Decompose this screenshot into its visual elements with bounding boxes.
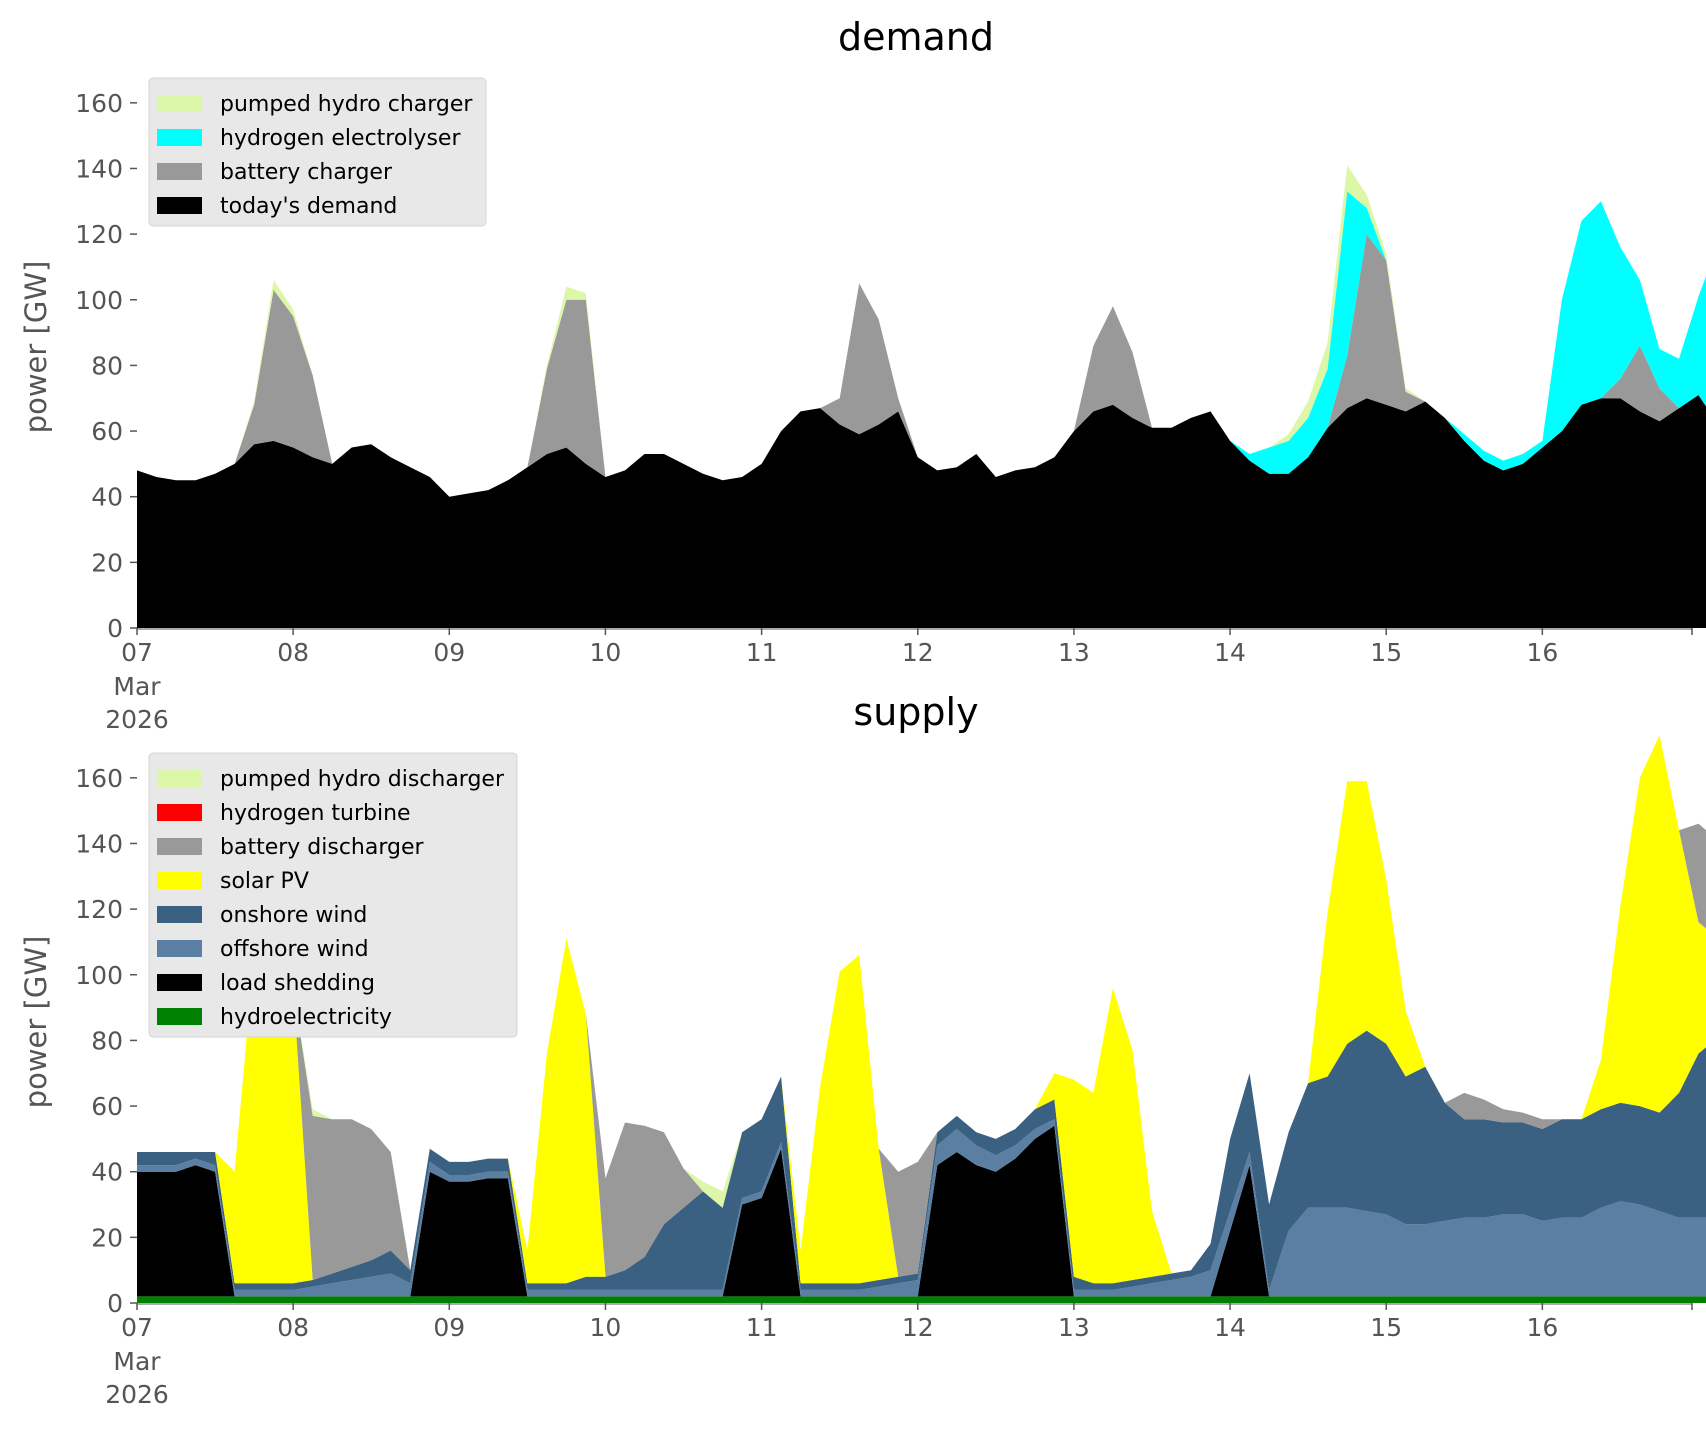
legend-swatch bbox=[157, 770, 202, 787]
legend-swatch bbox=[157, 906, 202, 923]
legend-label: pumped hydro charger bbox=[220, 92, 473, 117]
legend-swatch bbox=[157, 95, 202, 112]
legend-label: hydrogen turbine bbox=[220, 801, 411, 826]
y-tick-label: 120 bbox=[75, 895, 123, 924]
area-series-group bbox=[137, 165, 1706, 628]
x-tick-label: 08 bbox=[277, 638, 309, 667]
area-series-group bbox=[137, 735, 1706, 1303]
chart-title: demand bbox=[838, 15, 994, 59]
x-tick-label: 15 bbox=[1370, 638, 1402, 667]
legend-label: offshore wind bbox=[220, 937, 369, 962]
y-tick-label: 60 bbox=[91, 417, 123, 446]
axes: 0 20 40 60 80 100 120 140 160 07 Mar 2026 08 09 10 11 12… bbox=[75, 89, 1693, 734]
area-hydroelectricity bbox=[137, 1296, 1706, 1303]
y-tick-label: 20 bbox=[91, 1223, 123, 1252]
legend-swatch bbox=[157, 940, 202, 957]
x-tick-label: 14 bbox=[1214, 638, 1246, 667]
y-tick-label: 100 bbox=[75, 286, 123, 315]
y-axis-label: power [GW] bbox=[19, 261, 53, 434]
y-tick-label: 20 bbox=[91, 548, 123, 577]
x-tick-sublabel: 2026 bbox=[105, 1380, 169, 1409]
y-tick-label: 0 bbox=[107, 614, 123, 643]
x-tick-label: 10 bbox=[590, 638, 622, 667]
y-axis-label: power [GW] bbox=[19, 936, 53, 1109]
x-tick-label: 13 bbox=[1058, 638, 1090, 667]
legend-swatch bbox=[157, 804, 202, 821]
legend-label: today's demand bbox=[220, 194, 397, 219]
legend-swatch bbox=[157, 163, 202, 180]
demand-chart: demand power [GW] 0204060801001201401600… bbox=[19, 15, 1706, 734]
legend-swatch bbox=[157, 872, 202, 889]
legend-label: battery charger bbox=[220, 160, 393, 185]
area-load-shedding bbox=[137, 1125, 1706, 1297]
axes: 0 20 40 60 80 100 120 140 160 07 Mar 2026 08 09 10 11 12… bbox=[75, 764, 1693, 1409]
y-tick-label: 160 bbox=[75, 764, 123, 793]
legend-swatch bbox=[157, 129, 202, 146]
chart-title: supply bbox=[853, 690, 978, 734]
x-tick-label: 10 bbox=[590, 1313, 622, 1342]
y-tick-label: 40 bbox=[91, 483, 123, 512]
y-tick-label: 140 bbox=[75, 829, 123, 858]
area-today-s-demand bbox=[137, 395, 1706, 628]
x-tick-label: 11 bbox=[746, 1313, 778, 1342]
x-tick-label: 12 bbox=[902, 1313, 934, 1342]
x-tick-label: 16 bbox=[1526, 638, 1558, 667]
x-tick-label: 14 bbox=[1214, 1313, 1246, 1342]
x-tick-label: 09 bbox=[433, 638, 465, 667]
legend-label: hydrogen electrolyser bbox=[220, 126, 461, 151]
legend-label: solar PV bbox=[220, 869, 309, 894]
legend-box bbox=[148, 77, 487, 227]
legend-swatch bbox=[157, 838, 202, 855]
x-tick-sublabel: Mar bbox=[113, 672, 161, 701]
legend: pumped hydro charger hydrogen electrolyse… bbox=[148, 77, 487, 227]
supply-chart: supply power [GW] 0204060801001201401600… bbox=[19, 690, 1706, 1409]
legend-swatch bbox=[157, 974, 202, 991]
area-onshore-wind bbox=[137, 1030, 1706, 1290]
x-tick-label: 07 bbox=[121, 1313, 153, 1342]
legend-label: hydroelectricity bbox=[220, 1005, 392, 1030]
y-tick-label: 100 bbox=[75, 961, 123, 990]
y-tick-label: 160 bbox=[75, 89, 123, 118]
x-tick-sublabel: 2026 bbox=[105, 705, 169, 734]
x-tick-label: 07 bbox=[121, 638, 153, 667]
legend-label: pumped hydro discharger bbox=[220, 767, 505, 792]
x-tick-label: 09 bbox=[433, 1313, 465, 1342]
legend-label: battery discharger bbox=[220, 835, 425, 860]
y-tick-label: 40 bbox=[91, 1158, 123, 1187]
area-solar-pv bbox=[137, 735, 1706, 1284]
legend: pumped hydro discharger hydrogen turbine b… bbox=[148, 752, 518, 1038]
area-offshore-wind bbox=[137, 1119, 1706, 1297]
y-tick-label: 80 bbox=[91, 351, 123, 380]
y-tick-label: 120 bbox=[75, 220, 123, 249]
x-tick-sublabel: Mar bbox=[113, 1347, 161, 1376]
area-battery-charger bbox=[137, 234, 1706, 497]
x-tick-label: 08 bbox=[277, 1313, 309, 1342]
x-tick-label: 11 bbox=[746, 638, 778, 667]
legend-swatch bbox=[157, 1008, 202, 1025]
y-tick-label: 140 bbox=[75, 154, 123, 183]
y-tick-label: 60 bbox=[91, 1092, 123, 1121]
y-tick-label: 0 bbox=[107, 1289, 123, 1318]
y-tick-label: 80 bbox=[91, 1026, 123, 1055]
legend-label: load shedding bbox=[220, 971, 375, 996]
legend-label: onshore wind bbox=[220, 903, 367, 928]
x-tick-label: 12 bbox=[902, 638, 934, 667]
legend-box bbox=[148, 752, 518, 1038]
x-tick-label: 16 bbox=[1526, 1313, 1558, 1342]
area-hydrogen-electrolyser bbox=[137, 191, 1706, 497]
x-tick-label: 13 bbox=[1058, 1313, 1090, 1342]
x-tick-label: 15 bbox=[1370, 1313, 1402, 1342]
legend-swatch bbox=[157, 197, 202, 214]
area-battery-discharger bbox=[137, 735, 1706, 1280]
